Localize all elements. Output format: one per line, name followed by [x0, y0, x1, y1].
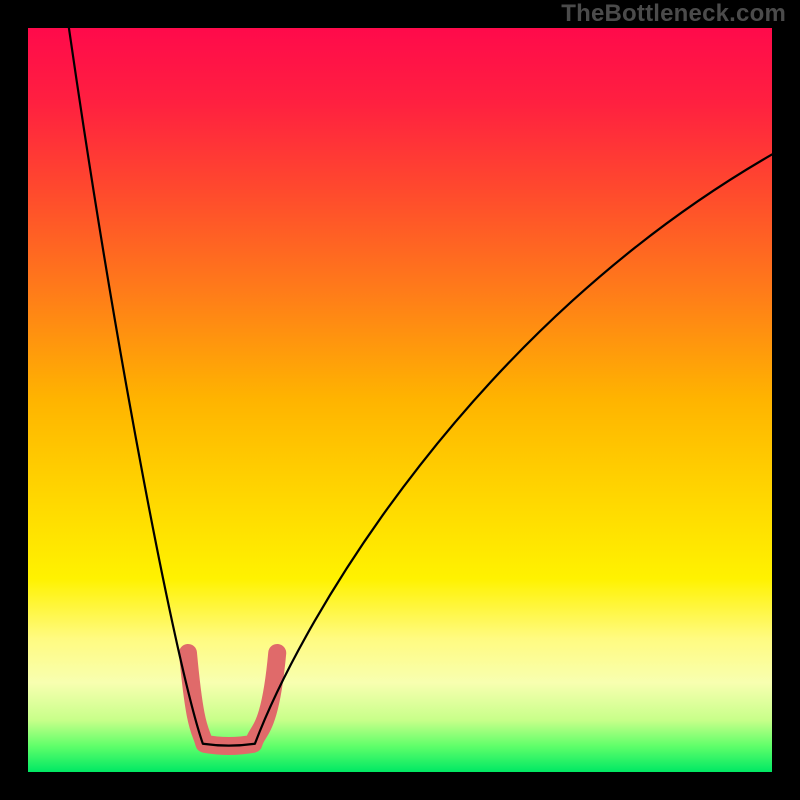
- plot-background: [28, 28, 772, 772]
- chart-frame: TheBottleneck.com: [0, 0, 800, 800]
- chart-svg: [0, 0, 800, 800]
- watermark-text: TheBottleneck.com: [561, 0, 786, 28]
